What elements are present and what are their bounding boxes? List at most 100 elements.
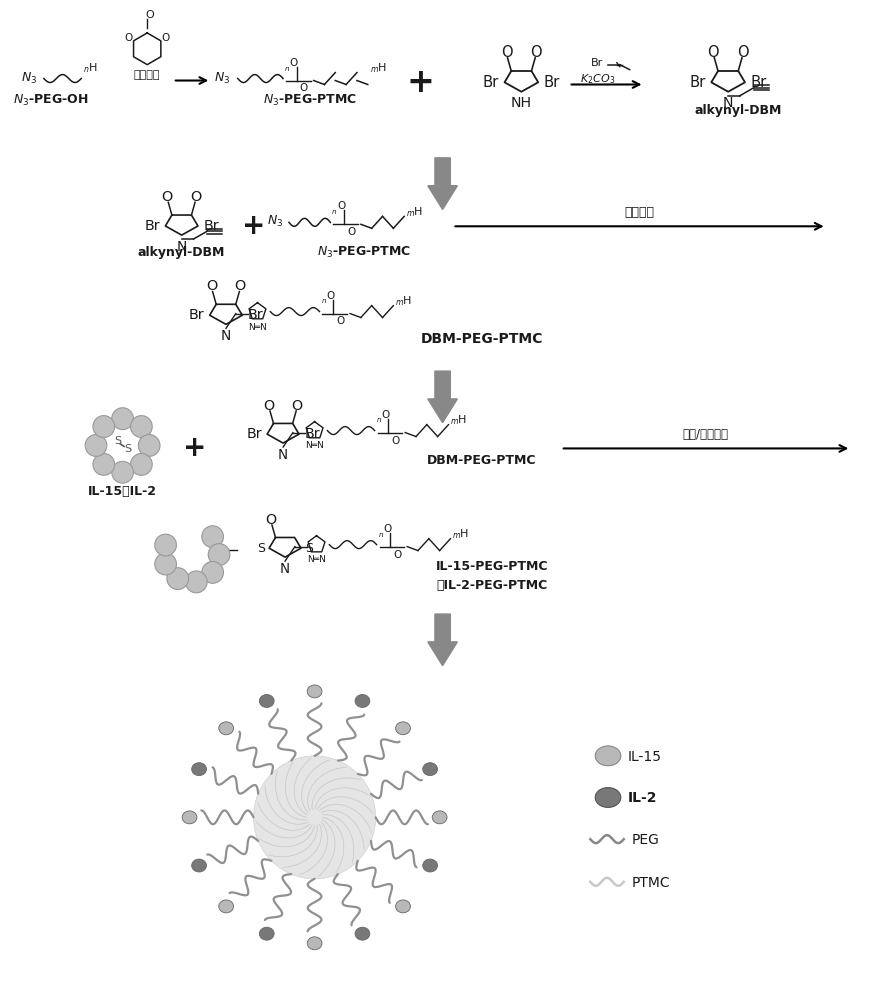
Text: O: O [263,399,275,413]
Text: 开环聚合: 开环聚合 [134,70,160,80]
Text: Br: Br [203,219,219,233]
Text: O: O [336,316,344,326]
Circle shape [186,571,207,593]
Circle shape [112,408,134,430]
Text: $N_3$-PEG-PTMC: $N_3$-PEG-PTMC [262,93,356,108]
Text: $K_2CO_3$: $K_2CO_3$ [580,73,615,86]
Text: O: O [291,399,303,413]
Text: N═N: N═N [248,323,267,332]
Text: alkynyl-DBM: alkynyl-DBM [138,246,225,259]
Polygon shape [428,371,458,423]
Circle shape [138,435,160,456]
Ellipse shape [422,859,437,872]
Text: IL-15或IL-2: IL-15或IL-2 [88,485,158,498]
Ellipse shape [307,937,322,950]
Text: $_m$H: $_m$H [395,295,413,308]
Text: O: O [501,45,512,60]
Ellipse shape [432,811,447,824]
Text: Br: Br [591,58,604,68]
Ellipse shape [396,722,410,735]
Text: N: N [177,240,187,254]
Text: $_n$: $_n$ [376,415,382,425]
Ellipse shape [219,722,233,735]
Text: O: O [124,33,133,43]
Text: O: O [708,45,719,60]
Ellipse shape [182,811,197,824]
Text: IL-15-PEG-PTMC
或IL-2-PEG-PTMC: IL-15-PEG-PTMC 或IL-2-PEG-PTMC [436,560,548,592]
Ellipse shape [355,695,370,707]
Ellipse shape [595,746,620,766]
Ellipse shape [396,900,410,913]
Text: O: O [206,279,217,293]
Text: N: N [278,448,288,462]
Text: $_m$H: $_m$H [452,528,470,541]
Circle shape [155,553,176,575]
Circle shape [130,453,152,475]
Text: O: O [290,58,298,68]
Ellipse shape [307,685,322,698]
Text: +: + [407,66,435,99]
Text: $_n$: $_n$ [332,207,338,217]
Ellipse shape [595,788,620,807]
Text: $N_3$: $N_3$ [268,214,283,229]
Text: +: + [242,212,265,240]
Circle shape [112,461,134,483]
Text: S: S [124,444,131,454]
Ellipse shape [260,695,275,707]
Text: $N_3$: $N_3$ [21,71,37,86]
Text: $_m$H: $_m$H [451,414,468,427]
Circle shape [130,416,152,437]
Text: N: N [722,96,733,110]
Text: O: O [326,291,334,301]
Text: Br: Br [751,75,766,90]
Circle shape [202,526,224,548]
Ellipse shape [260,927,275,940]
Text: O: O [266,513,276,527]
Polygon shape [428,158,458,209]
Text: Br: Br [246,427,262,441]
Text: O: O [162,190,172,204]
Text: O: O [347,227,356,237]
Text: S: S [305,542,313,555]
Text: $N_3$: $N_3$ [214,71,231,86]
Text: $_n$: $_n$ [284,64,290,74]
Text: O: O [146,10,155,20]
Text: O: O [337,201,345,211]
Text: +: + [183,434,206,462]
Text: O: O [235,279,246,293]
Text: Br: Br [544,75,560,90]
Text: PEG: PEG [632,833,659,847]
Text: O: O [393,550,401,560]
Text: S: S [257,542,265,555]
Text: $_n$: $_n$ [320,296,326,306]
Text: Br: Br [144,219,160,233]
Ellipse shape [192,763,207,776]
Ellipse shape [219,900,233,913]
Text: $N_3$-PEG-PTMC: $N_3$-PEG-PTMC [317,245,411,260]
Text: $_n$H: $_n$H [84,62,98,75]
Text: 点击反应: 点击反应 [625,206,655,219]
Text: Br: Br [188,308,204,322]
Text: O: O [190,190,202,204]
Text: N═N: N═N [307,555,326,564]
Ellipse shape [355,927,370,940]
Text: O: O [162,33,170,43]
Text: O: O [384,524,392,534]
Circle shape [202,561,224,583]
Circle shape [85,435,106,456]
Text: PTMC: PTMC [632,876,671,890]
Text: O: O [299,83,308,93]
Polygon shape [428,614,458,666]
Text: DBM-PEG-PTMC: DBM-PEG-PTMC [421,332,543,346]
Text: O: O [737,45,749,60]
Text: DBM-PEG-PTMC: DBM-PEG-PTMC [427,454,537,467]
Text: N: N [221,329,231,343]
Circle shape [167,568,188,589]
Text: alkynyl-DBM: alkynyl-DBM [694,104,781,117]
Ellipse shape [422,763,437,776]
Circle shape [155,534,176,556]
Text: NH: NH [510,96,532,110]
Text: N: N [280,562,290,576]
Text: Br: Br [304,427,320,441]
Circle shape [93,416,114,437]
